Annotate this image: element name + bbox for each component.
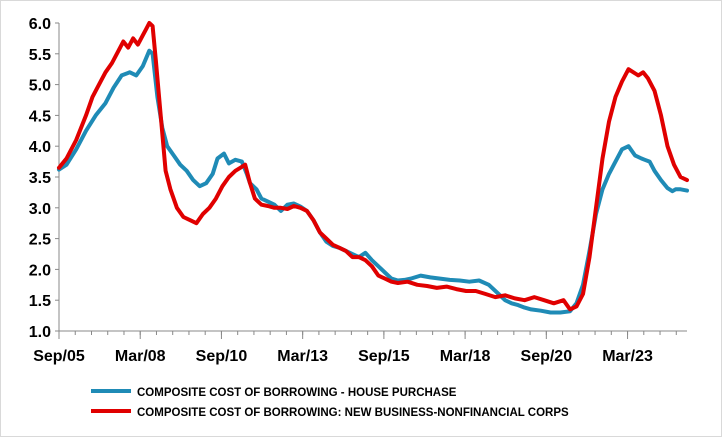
x-tick-label: Sep/20 — [521, 348, 573, 365]
x-tick-label: Sep/05 — [33, 348, 85, 365]
y-tick-label: 3.5 — [29, 170, 51, 187]
y-tick-label: 2.0 — [29, 262, 51, 279]
y-tick-label: 3.0 — [29, 201, 51, 218]
x-tick-label: Sep/10 — [196, 348, 248, 365]
y-tick-label: 5.5 — [29, 47, 51, 64]
x-tick-label: Mar/23 — [602, 348, 653, 365]
legend-label-2: COMPOSITE COST OF BORROWING: NEW BUSINES… — [137, 407, 569, 419]
x-tick-label: Mar/08 — [115, 348, 166, 365]
series-line-1 — [57, 48, 689, 315]
legend: COMPOSITE COST OF BORROWING - HOUSE PURC… — [91, 387, 569, 419]
y-tick-label: 2.5 — [29, 232, 51, 249]
y-axis: 1.0 1.5 2.0 2.5 3.0 3.5 4.0 4.5 5.0 5.5 6.0 — [29, 16, 60, 341]
y-tick-label: 4.0 — [29, 139, 51, 156]
y-tick-label: 5.0 — [29, 78, 51, 95]
x-tick-label: Mar/13 — [277, 348, 328, 365]
y-tick-label: 1.0 — [29, 324, 51, 341]
y-tick-label: 1.5 — [29, 293, 51, 310]
x-axis: Sep/05 Mar/08 Sep/10 Mar/13 Sep/15 Mar/18 Sep/… — [33, 330, 687, 365]
series-line-2 — [57, 21, 689, 312]
legend-label-1: COMPOSITE COST OF BORROWING - HOUSE PURC… — [137, 387, 457, 399]
x-tick-label: Sep/15 — [358, 348, 410, 365]
y-tick-label: 6.0 — [29, 16, 51, 33]
series-layer — [57, 21, 689, 315]
x-tick-label: Mar/18 — [440, 348, 491, 365]
y-tick-label: 4.5 — [29, 108, 51, 125]
